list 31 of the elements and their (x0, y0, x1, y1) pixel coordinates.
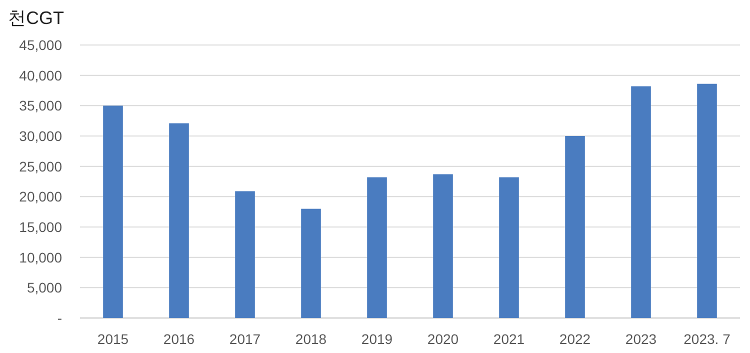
x-tick-label: 2019 (361, 331, 393, 347)
x-tick-label: 2022 (559, 331, 591, 347)
x-tick-label: 2018 (295, 331, 327, 347)
x-tick-label: 2017 (229, 331, 261, 347)
bar (433, 174, 453, 318)
x-tick-label: 2021 (493, 331, 525, 347)
x-tick-label: 2020 (427, 331, 459, 347)
bar (565, 136, 585, 318)
bar (103, 106, 123, 318)
y-tick-label: 10,000 (19, 249, 62, 266)
bar (499, 177, 519, 318)
y-axis-title: 천CGT (8, 8, 64, 28)
y-tick-label: 5,000 (26, 280, 62, 296)
x-tick-label: 2023 (625, 331, 657, 347)
y-tick-label: 30,000 (19, 128, 62, 144)
bar (301, 208, 321, 318)
y-tick-label: 20,000 (19, 188, 62, 205)
bar (631, 86, 651, 318)
x-tick-label: 2016 (163, 331, 195, 347)
y-tick-label: 40,000 (19, 67, 62, 84)
y-tick-label: 25,000 (19, 158, 62, 174)
bar (697, 84, 717, 318)
bar (235, 191, 255, 318)
x-tick-label: 2015 (97, 331, 129, 347)
y-tick-label: 45,000 (19, 37, 62, 53)
bar (169, 123, 189, 318)
x-tick-label: 2023. 7 (684, 331, 731, 347)
bar (367, 177, 387, 318)
y-tick-label: - (57, 310, 62, 326)
y-tick-label: 15,000 (19, 219, 62, 235)
y-tick-label: 35,000 (19, 98, 62, 114)
